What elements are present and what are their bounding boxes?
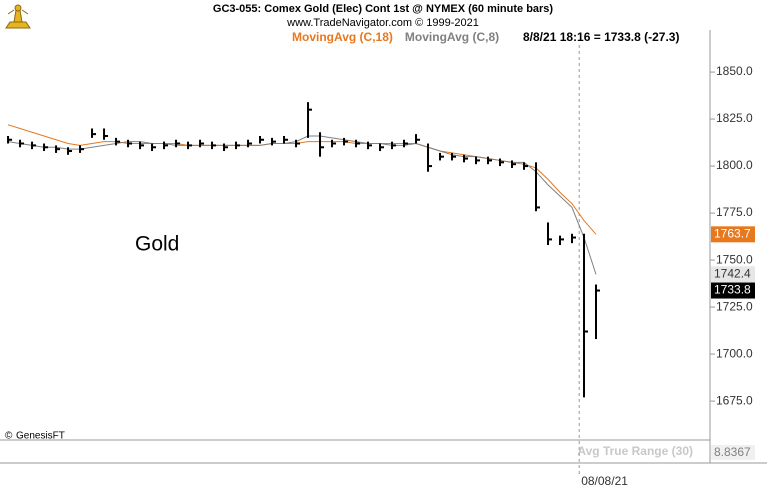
ma-value-tag-bg	[711, 266, 755, 283]
ma-value-tag: 1742.4	[714, 267, 751, 281]
y-tick-label: 1850.0	[716, 64, 753, 78]
y-tick-label: 1775.0	[716, 205, 753, 219]
logo	[5, 4, 31, 29]
chart-subtitle: www.TradeNavigator.com © 1999-2021	[286, 17, 479, 29]
moving-average-line	[7, 135, 597, 275]
y-tick-label: 1825.0	[716, 111, 753, 125]
ma-value-tag: 1763.7	[714, 226, 751, 240]
atr-tag	[711, 445, 755, 460]
y-tick-label: 1800.0	[716, 158, 753, 172]
chart-label: Gold	[135, 233, 179, 256]
legend-entry: MovingAvg (C,18)	[292, 30, 393, 44]
y-tick-label: 1750.0	[716, 252, 753, 266]
last-price-tag-bg	[711, 282, 755, 299]
watermark: GenesisFT	[16, 431, 65, 442]
ma-value-tag-bg	[711, 226, 755, 243]
x-tick-label: 08/08/21	[581, 474, 628, 488]
info-text: 8/8/21 18:16 = 1733.8 (-27.3)	[523, 30, 679, 44]
last-price-tag: 1733.8	[714, 283, 751, 297]
chart-title: GC3-055: Comex Gold (Elec) Cont 1st @ NY…	[213, 3, 554, 15]
watermark-icon: ©	[5, 431, 13, 442]
y-tick-label: 1675.0	[716, 393, 753, 407]
y-tick-label: 1725.0	[716, 299, 753, 313]
legend-entry: MovingAvg (C,8)	[405, 30, 499, 44]
atr-value: 8.8367	[714, 445, 751, 459]
y-tick-label: 1700.0	[716, 346, 753, 360]
atr-label: Avg True Range (30)	[577, 444, 693, 458]
